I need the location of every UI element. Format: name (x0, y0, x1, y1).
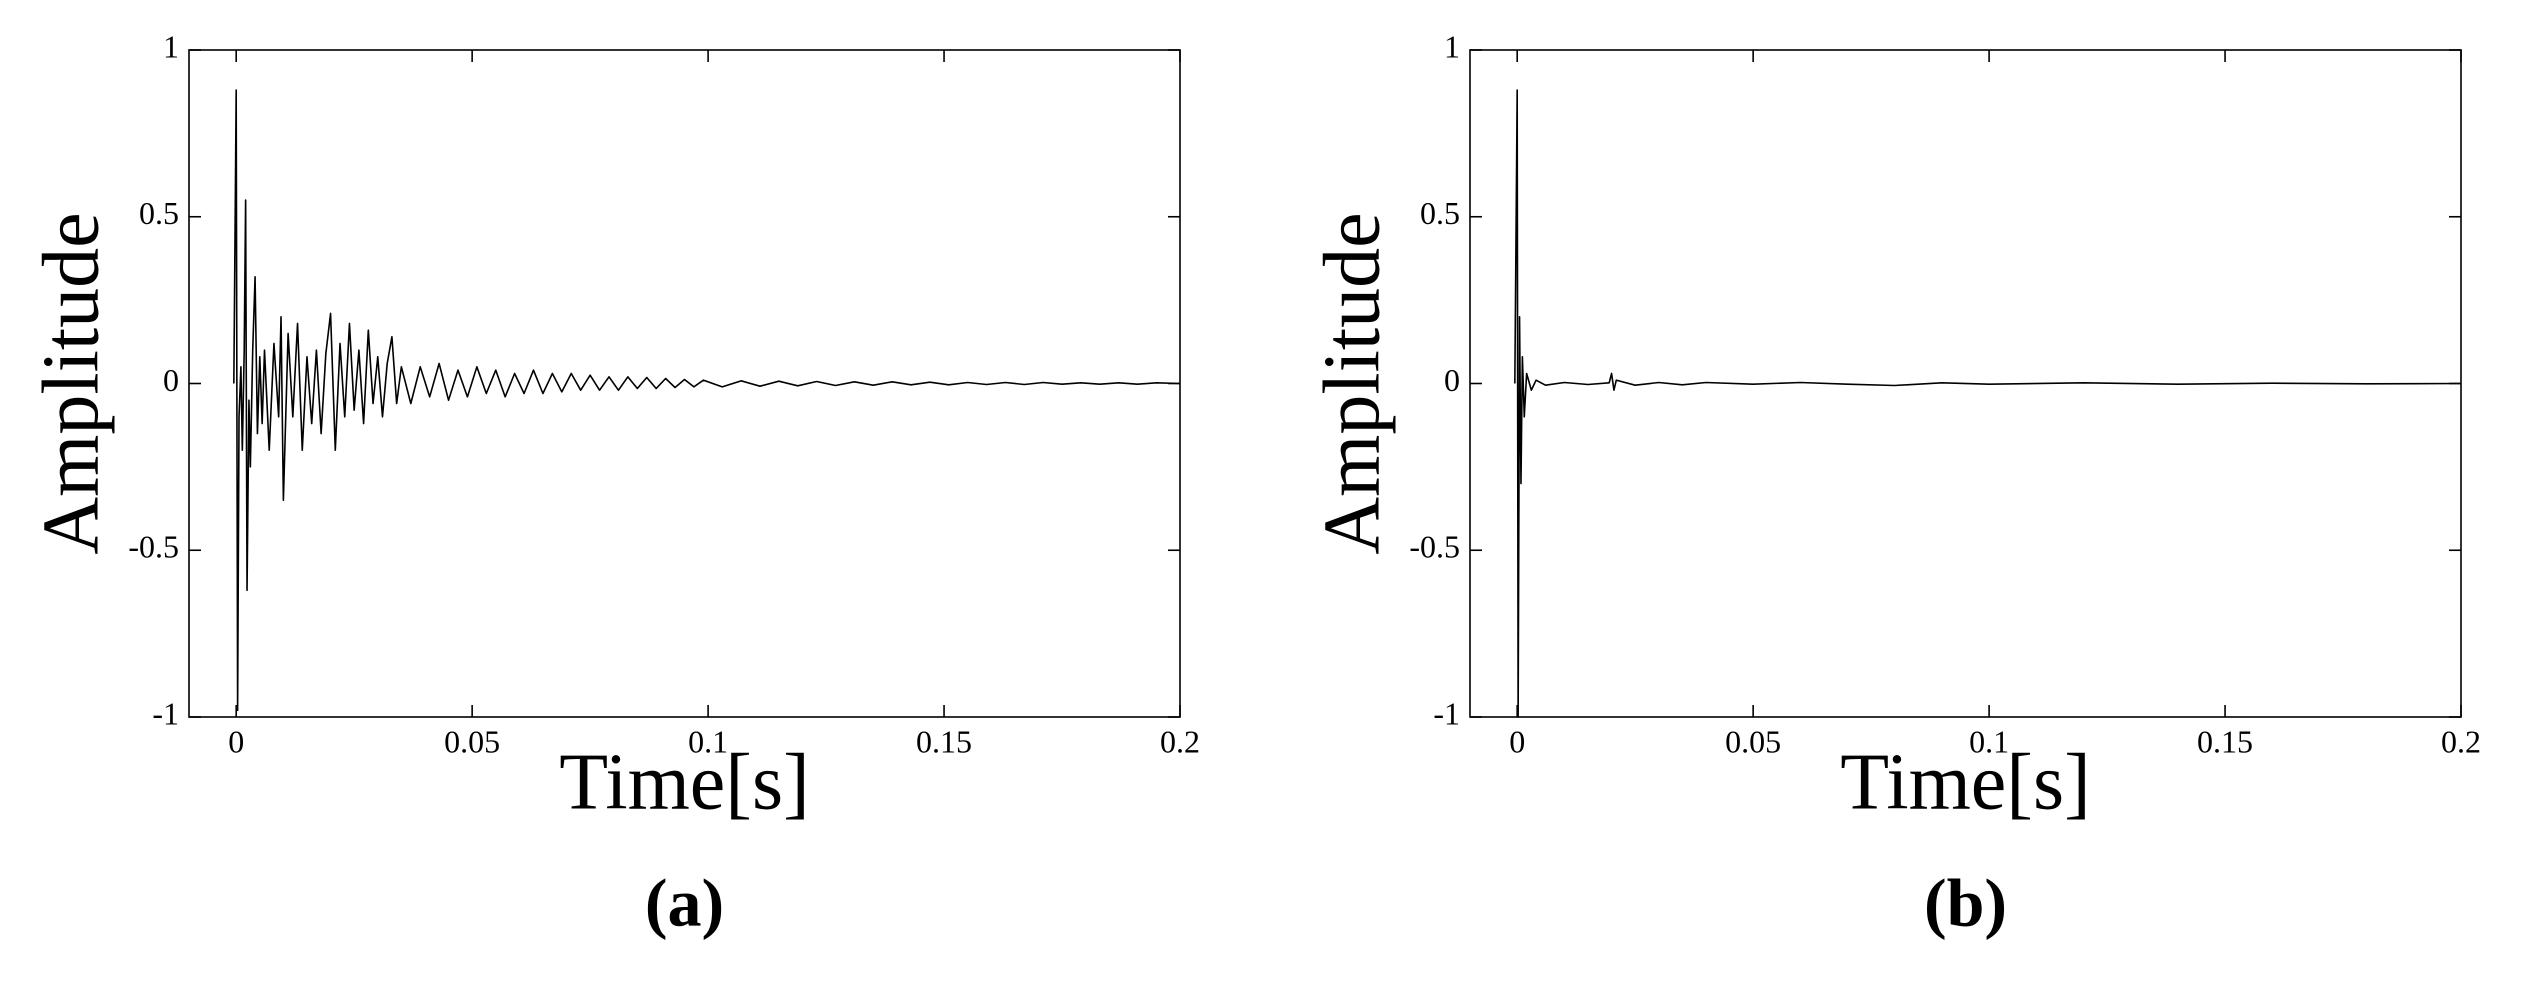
y-axis-title: Amplitude (1308, 212, 1396, 554)
x-tick-label: 0.15 (2197, 723, 2253, 759)
y-tick-label: 0.5 (1420, 195, 1460, 231)
y-tick-label: -0.5 (1409, 529, 1460, 565)
x-axis-title: Time[s] (559, 738, 809, 826)
x-axis-title: Time[s] (1840, 738, 2090, 826)
y-tick-label: 0.5 (139, 195, 179, 231)
x-tick-label: 0.2 (2441, 723, 2481, 759)
y-tick-label: 1 (163, 28, 179, 64)
panel-caption: (a) (645, 865, 724, 941)
x-tick-label: 0.1 (688, 723, 728, 759)
x-tick-label: 0.2 (1160, 723, 1200, 759)
signal-line (1514, 89, 2462, 718)
x-tick-label: 0.05 (444, 723, 500, 759)
x-tick-label: 0.15 (916, 723, 972, 759)
x-tick-label: 0 (1509, 723, 1525, 759)
y-axis-title: Amplitude (27, 212, 115, 554)
y-tick-label: 1 (1444, 28, 1460, 64)
x-tick-label: 0.1 (1969, 723, 2009, 759)
y-tick-label: -1 (1433, 695, 1460, 731)
x-tick-label: 0 (228, 723, 244, 759)
y-tick-label: 0 (163, 362, 179, 398)
y-tick-label: -0.5 (128, 529, 179, 565)
x-tick-label: 0.05 (1725, 723, 1781, 759)
y-tick-label: 0 (1444, 362, 1460, 398)
panel-caption: (b) (1924, 865, 2007, 941)
signal-line (233, 89, 1181, 712)
y-tick-label: -1 (152, 695, 179, 731)
